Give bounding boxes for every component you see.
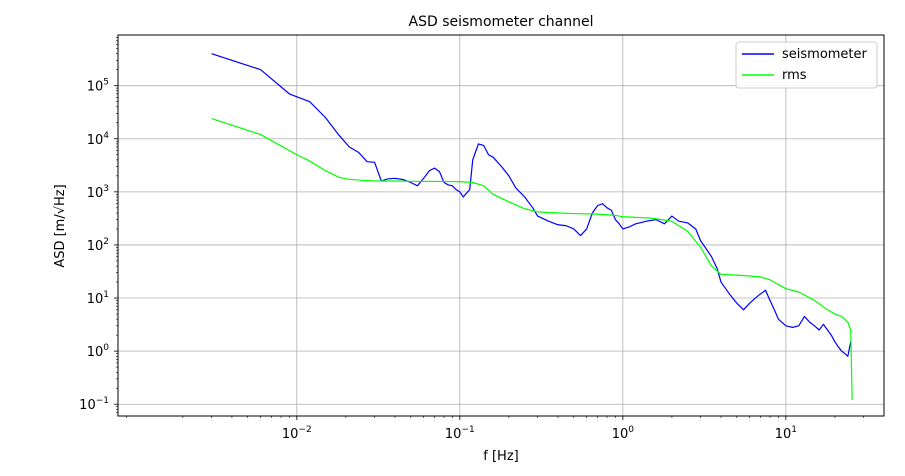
x-tick-label: 10−1 <box>445 425 475 442</box>
series-layer <box>211 53 853 401</box>
y-tick-label-exponent: −1 <box>96 396 109 406</box>
y-tick-label: 100 <box>87 343 110 360</box>
y-tick-label: 105 <box>87 78 109 95</box>
y-tick-label-exponent: 2 <box>103 237 109 247</box>
y-tick-label-exponent: 5 <box>103 78 109 88</box>
series-line-rms <box>211 117 853 401</box>
y-tick-label-base: 10 <box>87 133 104 148</box>
plot-frame <box>117 34 885 417</box>
x-tick-label-base: 10 <box>282 427 299 442</box>
y-axis-label: ASD [m/√Hz] <box>53 184 68 267</box>
y-tick-label: 104 <box>87 131 110 148</box>
x-tick-label: 10−2 <box>282 425 312 442</box>
x-axis-label: f [Hz] <box>483 449 518 464</box>
x-tick-label-exponent: 1 <box>791 425 797 435</box>
y-tick-label-exponent: 0 <box>103 343 109 353</box>
x-tick-label-base: 10 <box>445 427 462 442</box>
y-tick-label-exponent: 1 <box>103 290 109 300</box>
series-line-seismometer <box>211 53 852 357</box>
y-tick-label-base: 10 <box>87 292 104 307</box>
y-tick-label-base: 10 <box>87 186 104 201</box>
y-tick-label-base: 10 <box>87 80 104 95</box>
y-tick-label: 102 <box>87 237 109 254</box>
x-tick-label-exponent: −1 <box>461 425 474 435</box>
y-tick-label: 101 <box>87 290 109 307</box>
y-tick-label-base: 10 <box>87 239 104 254</box>
legend-label-rms: rms <box>782 68 807 83</box>
legend-label-seismometer: seismometer <box>782 47 868 62</box>
y-tick-label-base: 10 <box>79 398 96 413</box>
x-tick-label-exponent: −2 <box>298 425 311 435</box>
x-tick-label: 101 <box>775 425 797 442</box>
x-tick-label: 100 <box>612 425 635 442</box>
y-tick-label-exponent: 3 <box>103 184 109 194</box>
y-tick-label: 103 <box>87 184 109 201</box>
x-tick-label-exponent: 0 <box>628 425 634 435</box>
chart-title: ASD seismometer channel <box>409 14 594 30</box>
y-tick-label-base: 10 <box>87 345 104 360</box>
x-tick-label-base: 10 <box>612 427 629 442</box>
legend: seismometer rms <box>735 41 878 89</box>
x-tick-label-base: 10 <box>775 427 792 442</box>
y-tick-label-exponent: 4 <box>103 131 109 141</box>
y-tick-label: 10−1 <box>79 396 109 413</box>
